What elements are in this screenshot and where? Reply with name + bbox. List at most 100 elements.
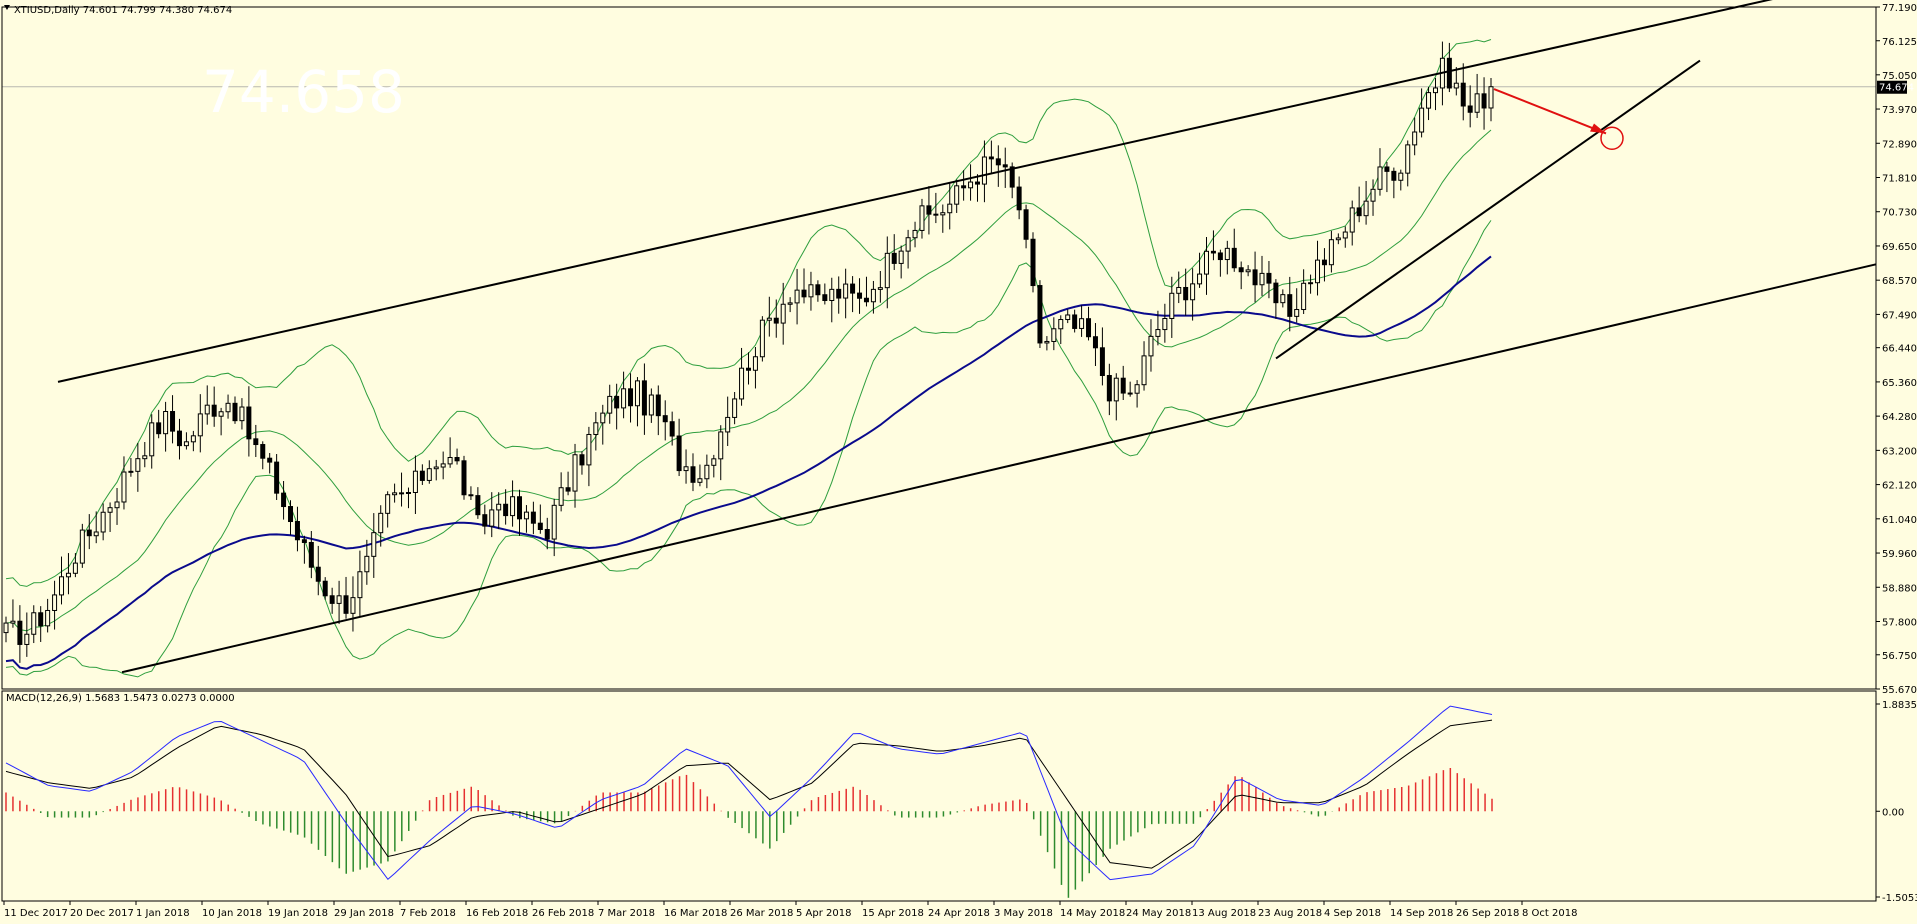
candle-body xyxy=(926,205,932,215)
candle-body xyxy=(239,406,245,422)
candle xyxy=(732,391,738,425)
candle xyxy=(225,394,231,419)
support-trendline xyxy=(1275,59,1701,360)
candle xyxy=(1183,268,1189,316)
candle-body xyxy=(183,441,189,447)
candle xyxy=(1120,365,1126,400)
price-tick-label: 62.120 xyxy=(1882,481,1917,492)
candle xyxy=(974,174,980,202)
candle xyxy=(128,457,134,477)
candle xyxy=(1419,88,1425,138)
candle-body xyxy=(1099,347,1105,377)
candle-body xyxy=(801,289,807,298)
x-tick-label: 8 Oct 2018 xyxy=(1522,908,1577,919)
candle xyxy=(739,347,745,406)
candle xyxy=(1016,176,1022,220)
candle-body xyxy=(225,402,231,413)
candle-body xyxy=(1363,200,1369,217)
candle xyxy=(1384,161,1390,193)
candle xyxy=(1474,73,1480,118)
candle xyxy=(600,404,606,445)
candle xyxy=(1377,148,1383,196)
candle xyxy=(114,487,120,525)
target-circle-icon xyxy=(1600,126,1624,150)
candle-body xyxy=(537,522,543,531)
candle-body xyxy=(142,455,148,460)
candle-body xyxy=(288,506,294,523)
candle xyxy=(399,472,405,507)
candle xyxy=(697,464,703,487)
x-tick-label: 4 Sep 2018 xyxy=(1324,908,1381,919)
candle-body xyxy=(1113,377,1119,402)
candle xyxy=(100,503,106,541)
candle-body xyxy=(579,454,585,466)
candle-body xyxy=(1273,282,1279,304)
candle-body xyxy=(648,394,654,416)
candle-body xyxy=(1412,131,1418,146)
candle xyxy=(1328,230,1334,273)
candle xyxy=(454,448,460,465)
candle xyxy=(378,505,384,547)
candle-body xyxy=(294,521,300,541)
candle xyxy=(218,407,224,436)
candle-body xyxy=(614,395,620,409)
candle xyxy=(683,449,689,484)
candle-body xyxy=(1148,335,1154,357)
candle xyxy=(1079,305,1085,337)
candle xyxy=(440,451,446,480)
candle-body xyxy=(815,284,821,296)
candle-body xyxy=(1432,87,1438,94)
candle-body xyxy=(149,422,155,457)
channel-upper-line xyxy=(57,0,1773,383)
candle-body xyxy=(1141,355,1147,386)
candle xyxy=(329,587,335,614)
candle xyxy=(86,514,92,550)
price-tick-label: 58.880 xyxy=(1882,583,1917,594)
candle-body xyxy=(1342,231,1348,239)
macd-tick-label: -1.5053 xyxy=(1882,893,1917,904)
candle xyxy=(1308,274,1314,294)
candle xyxy=(405,487,411,509)
projection-arrow-shaft xyxy=(1493,88,1607,135)
candle xyxy=(170,395,176,444)
candle-body xyxy=(156,422,162,435)
candle xyxy=(267,453,273,474)
candle-body xyxy=(86,529,92,537)
collapse-triangle-icon[interactable] xyxy=(4,5,10,10)
candle-body xyxy=(72,562,78,574)
candle-body xyxy=(163,411,169,435)
candle-body xyxy=(1370,188,1376,202)
candle xyxy=(1058,315,1064,345)
candle xyxy=(1280,289,1286,308)
candle-body xyxy=(1321,259,1327,266)
candle-body xyxy=(1058,319,1064,330)
candle-body xyxy=(718,431,724,460)
candle xyxy=(142,442,148,468)
candle xyxy=(1092,323,1098,366)
candle xyxy=(1217,249,1223,277)
candle-body xyxy=(1419,107,1425,133)
macd-tick-label: 0.00 xyxy=(1882,807,1904,818)
candle xyxy=(322,577,328,600)
candle-body xyxy=(1203,250,1209,275)
candle xyxy=(704,454,710,489)
candle xyxy=(655,385,661,436)
candle-body xyxy=(1426,92,1432,109)
candle xyxy=(801,268,807,304)
candle-body xyxy=(954,185,960,205)
x-tick-label: 20 Dec 2017 xyxy=(70,908,134,919)
x-tick-label: 5 Apr 2018 xyxy=(796,908,851,919)
candle-body xyxy=(891,252,897,264)
candle-body xyxy=(704,464,710,480)
candle-body xyxy=(412,470,418,493)
candle-body xyxy=(974,181,980,185)
candle-body xyxy=(510,496,516,517)
x-tick-label: 16 Feb 2018 xyxy=(466,908,528,919)
price-tick-label: 63.200 xyxy=(1882,446,1917,457)
candle-body xyxy=(1086,318,1092,338)
candle-body xyxy=(1398,172,1404,181)
candle xyxy=(822,283,828,305)
candle xyxy=(246,386,252,457)
candle xyxy=(1287,276,1293,332)
price-tick-label: 66.440 xyxy=(1882,344,1917,355)
